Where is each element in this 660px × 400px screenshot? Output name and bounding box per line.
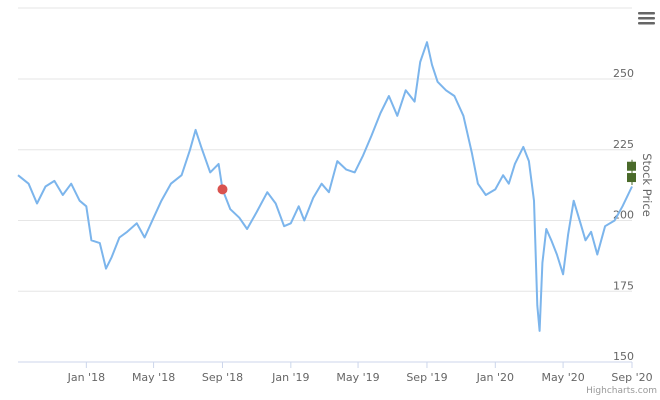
flag-marker[interactable] [627,173,636,183]
flag-marker[interactable] [627,161,636,171]
y-tick-label: 225 [613,138,634,151]
flag-markers [627,159,636,186]
y-tick-label: 175 [613,279,634,292]
x-tick-label: Jan '20 [476,371,514,384]
x-tick-label: May '19 [336,371,379,384]
y-axis-title: Stock Price [640,153,654,217]
y-tick-label: 150 [613,350,634,363]
y-axis: 150 175 200 225 250 [613,67,634,363]
y-tick-label: 200 [613,209,634,222]
x-tick-label: Jan '19 [271,371,309,384]
highlight-marker[interactable] [217,184,228,195]
x-tick-label: Jan '18 [67,371,105,384]
x-tick-label: May '18 [132,371,175,384]
stock-price-line[interactable] [17,41,633,332]
x-tick-label: May '20 [541,371,584,384]
series-group [17,41,633,332]
hamburger-menu-icon[interactable] [636,9,658,27]
x-tick-label: Sep '19 [406,371,447,384]
x-tick-label: Sep '20 [611,371,652,384]
credits-link[interactable]: Highcharts.com [586,386,657,396]
y-tick-label: 250 [613,67,634,80]
x-axis: Jan '18 May '18 Sep '18 Jan '19 May '19 Sep '… [67,362,653,384]
x-tick-label: Sep '18 [202,371,243,384]
